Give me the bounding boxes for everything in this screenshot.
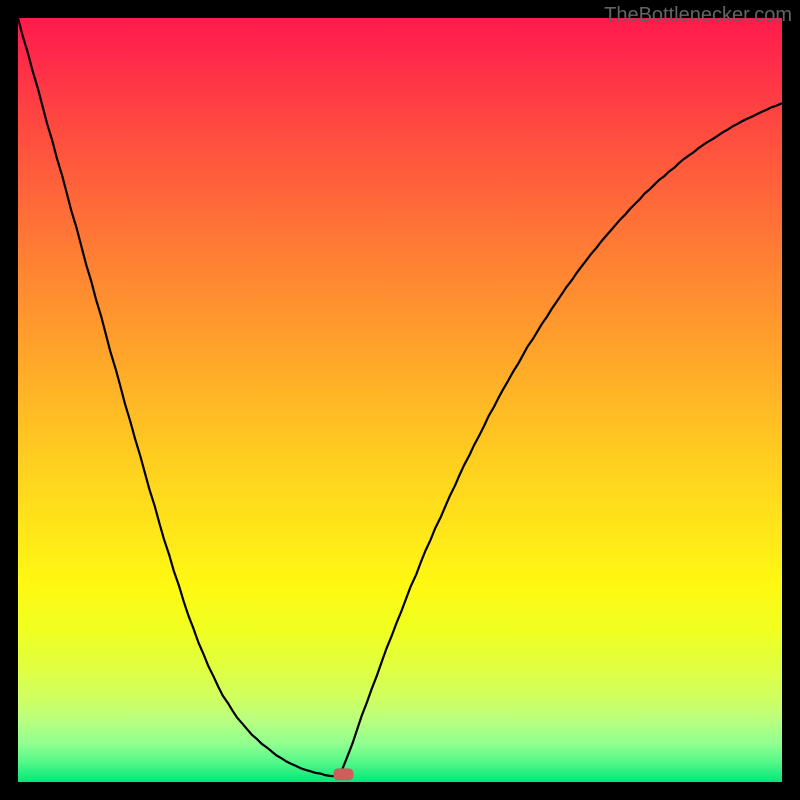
chart-background	[18, 18, 782, 782]
bottleneck-chart	[0, 0, 800, 800]
chart-svg	[0, 0, 800, 800]
optimal-marker	[334, 769, 353, 780]
